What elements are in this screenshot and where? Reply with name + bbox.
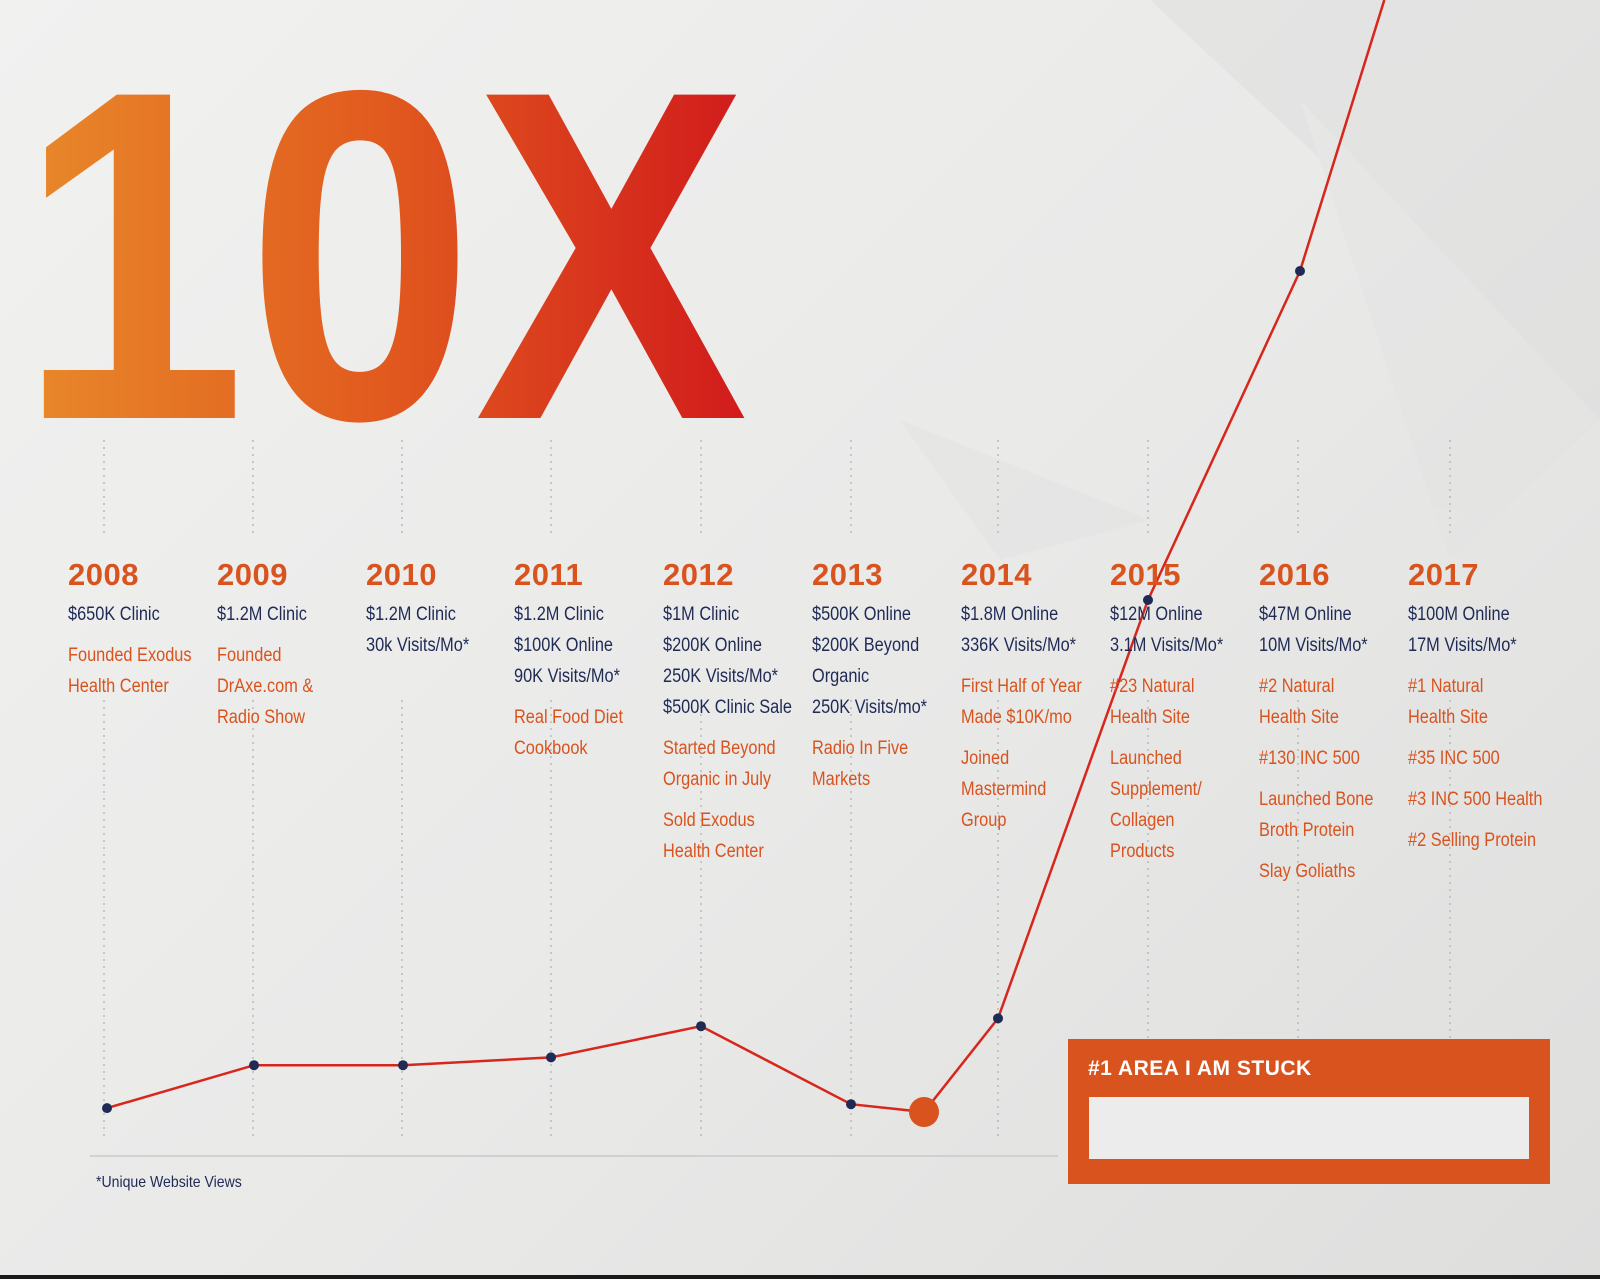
year-stat: $650K Clinic [68, 604, 160, 625]
year-event: DrAxe.com & [217, 676, 314, 697]
year-event: Collagen [1110, 810, 1175, 831]
year-stat: 250K Visits/Mo* [663, 666, 779, 687]
year-event: Launched [1110, 748, 1182, 769]
year-event: Health Center [663, 841, 764, 862]
year-stat: 250K Visits/mo* [812, 697, 928, 718]
year-stat: $100M Online [1408, 604, 1510, 625]
year-event: Group [961, 810, 1007, 831]
year-event: Founded Exodus [68, 645, 192, 666]
year-column-2011: 2011 $1.2M Clinic $100K Online 90K Visits/M… [514, 555, 660, 764]
data-point-2013 [846, 1099, 856, 1110]
year-stat: $47M Online [1259, 604, 1352, 625]
year-column-2013: 2013 $500K Online $200K Beyond Organic 250K … [812, 555, 958, 795]
year-label: 2016 [1259, 557, 1330, 592]
year-event: Health Site [1408, 707, 1488, 728]
year-event: Made $10K/mo [961, 707, 1072, 728]
data-point-2012 [696, 1021, 706, 1032]
year-column-2017: 2017 $100M Online 17M Visits/Mo* #1 Natural… [1408, 555, 1554, 856]
year-event: Founded [217, 645, 282, 666]
year-label: 2011 [514, 557, 584, 592]
year-event: Mastermind [961, 779, 1047, 800]
year-stat: 336K Visits/Mo* [961, 635, 1077, 656]
footnote: *Unique Website Views [96, 1174, 242, 1191]
year-stat: $1.2M Clinic [217, 604, 307, 625]
year-stat: 10M Visits/Mo* [1259, 635, 1368, 656]
year-event: #2 Natural [1259, 676, 1335, 697]
year-event: #35 INC 500 [1408, 748, 1500, 769]
year-stat: Organic [812, 666, 870, 687]
year-event: Health Site [1110, 707, 1190, 728]
year-stat: 17M Visits/Mo* [1408, 635, 1517, 656]
year-stat: 90K Visits/Mo* [514, 666, 620, 687]
stuck-label: #1 AREA I AM STUCK [1088, 1057, 1312, 1080]
year-event: #3 INC 500 Health [1408, 789, 1543, 810]
stuck-box: #1 AREA I AM STUCK [1068, 1039, 1550, 1184]
data-point-2014 [993, 1013, 1003, 1024]
year-label: 2017 [1408, 557, 1479, 592]
year-event: First Half of Year [961, 676, 1082, 697]
stuck-input[interactable] [1089, 1097, 1529, 1159]
data-point-2009 [249, 1060, 259, 1071]
year-event: Joined [961, 748, 1010, 769]
year-column-2010: 2010 $1.2M Clinic 30k Visits/Mo* [366, 555, 512, 661]
year-stat: $500K Clinic Sale [663, 697, 792, 718]
year-event: Health Center [68, 676, 169, 697]
year-event: #130 INC 500 [1259, 748, 1360, 769]
background-facets [900, 0, 1600, 560]
year-event: #23 Natural [1110, 676, 1195, 697]
year-stat: $1M Clinic [663, 604, 740, 625]
year-guides [103, 440, 1451, 1140]
data-point-2010 [398, 1060, 408, 1071]
year-label: 2008 [68, 557, 139, 592]
year-stat: $100K Online [514, 635, 614, 656]
year-stat: $12M Online [1110, 604, 1203, 625]
headline-text: 10X [18, 30, 748, 430]
year-stat: 3.1M Visits/Mo* [1110, 635, 1224, 656]
year-event: Cookbook [514, 738, 588, 759]
year-stat: $1.8M Online [961, 604, 1059, 625]
year-column-2015: 2015 $12M Online 3.1M Visits/Mo* #23 Natura… [1110, 555, 1256, 867]
data-point-2013.5 [909, 1097, 939, 1127]
year-label: 2009 [217, 557, 288, 592]
year-event: Markets [812, 769, 871, 790]
year-event: #2 Selling Protein [1408, 830, 1537, 851]
year-label: 2010 [366, 557, 437, 592]
year-label: 2014 [961, 557, 1032, 592]
year-column-2012: 2012 $1M Clinic $200K Online 250K Visits/Mo… [663, 555, 809, 867]
year-stat: $1.2M Clinic [514, 604, 604, 625]
data-point-2008 [102, 1103, 112, 1114]
year-stat: $1.2M Clinic [366, 604, 456, 625]
year-column-2009: 2009 $1.2M Clinic Founded DrAxe.com & Radio … [217, 555, 363, 733]
year-stat: $200K Beyond [812, 635, 920, 656]
series-points [102, 266, 1305, 1127]
year-stat: $500K Online [812, 604, 912, 625]
year-event: Supplement/ [1110, 779, 1202, 800]
headline-10x: 10X [18, 30, 748, 430]
year-label: 2012 [663, 557, 734, 592]
data-point-2015 [1143, 595, 1153, 605]
year-stat: $200K Online [663, 635, 763, 656]
year-event: Started Beyond [663, 738, 776, 759]
data-point-2016 [1295, 266, 1305, 276]
year-event: Products [1110, 841, 1175, 862]
year-event: Organic in July [663, 769, 772, 790]
year-event: Broth Protein [1259, 820, 1355, 841]
year-stat: 30k Visits/Mo* [366, 635, 470, 656]
data-point-2011 [546, 1052, 556, 1063]
bottom-rule [0, 1275, 1600, 1279]
year-label: 2013 [812, 557, 883, 592]
year-event: Real Food Diet [514, 707, 623, 728]
year-column-2016: 2016 $47M Online 10M Visits/Mo* #2 Natural H… [1259, 555, 1405, 887]
year-event: Sold Exodus [663, 810, 755, 831]
year-event: Slay Goliaths [1259, 861, 1356, 882]
year-label: 2015 [1110, 557, 1181, 592]
year-column-2014: 2014 $1.8M Online 336K Visits/Mo* First Hal… [961, 555, 1107, 836]
year-event: Radio Show [217, 707, 306, 728]
year-event: Health Site [1259, 707, 1339, 728]
year-event: #1 Natural [1408, 676, 1484, 697]
year-column-2008: 2008 $650K Clinic Founded Exodus Health Cen… [68, 555, 214, 702]
year-event: Launched Bone [1259, 789, 1374, 810]
year-event: Radio In Five [812, 738, 909, 759]
